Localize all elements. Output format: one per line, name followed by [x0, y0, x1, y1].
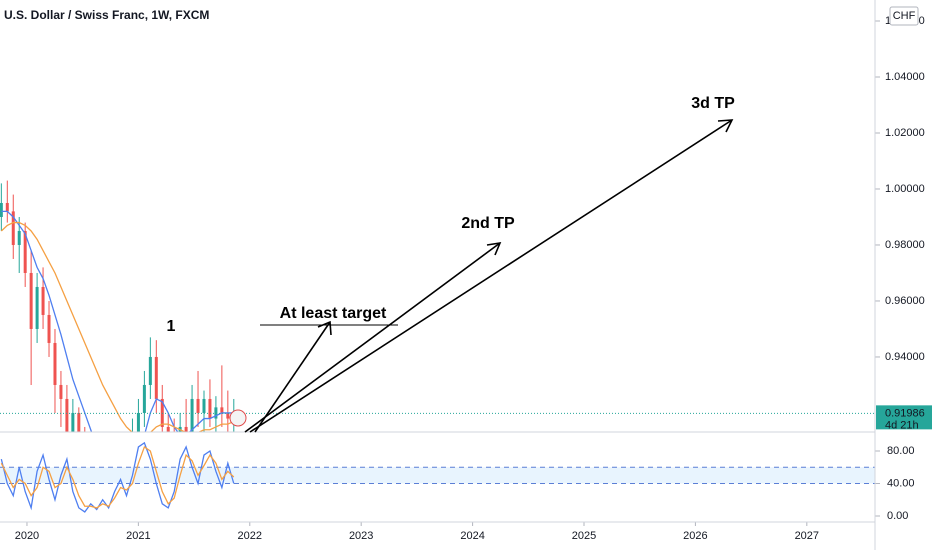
x-tick-label: 2020	[15, 530, 39, 542]
line-series	[0, 445, 235, 509]
candle-body	[220, 407, 224, 413]
y-tick-label: 80.00	[887, 445, 915, 457]
y-tick-label: 1.02000	[885, 127, 925, 139]
candle-body	[178, 426, 182, 432]
y-tick-label: 1.00000	[885, 183, 925, 195]
x-tick-label: 2021	[126, 530, 150, 542]
annotation: At least target	[280, 305, 387, 322]
y-tick-label: 0.94000	[885, 351, 925, 363]
oscillator-pane	[0, 441, 875, 513]
x-tick-label: 2022	[238, 530, 262, 542]
candle-body	[202, 398, 206, 413]
last-price-label: 0.91986	[885, 407, 925, 419]
candle-body	[101, 483, 104, 497]
candle-body	[59, 384, 63, 399]
candle-body	[148, 356, 152, 385]
candle-body	[196, 398, 200, 413]
line-series	[1, 210, 234, 432]
candle-body	[154, 356, 158, 399]
price-pane	[0, 180, 875, 503]
axes: 1.060001.040001.020001.000000.980000.960…	[15, 6, 932, 542]
arrow-head	[717, 119, 734, 133]
currency-box	[889, 6, 919, 26]
candle-body	[53, 342, 57, 385]
x-tick-label: 2025	[572, 530, 596, 542]
candle-body	[47, 314, 51, 343]
annotation: 1	[167, 318, 176, 335]
arrow	[244, 242, 501, 433]
candle-body	[190, 398, 194, 432]
y-tick-label: 0.96000	[885, 295, 925, 307]
candle-body	[142, 384, 146, 413]
candle-body	[173, 441, 176, 455]
candle-body	[208, 398, 212, 419]
candle-body	[0, 202, 3, 217]
y-tick-label: 0.98000	[885, 239, 925, 251]
y-tick-label: 0.00	[887, 510, 908, 522]
x-tick-label: 2027	[795, 530, 819, 542]
event-flag[interactable]	[229, 409, 247, 427]
annotation: 2nd TP	[461, 215, 515, 232]
candle-body	[23, 230, 27, 273]
arrow-head	[486, 241, 502, 256]
arrow	[254, 321, 331, 433]
candle-body	[41, 286, 45, 315]
y-tick-label: 40.00	[887, 477, 915, 489]
candle-body	[65, 398, 69, 432]
annotation: 3d TP	[691, 95, 735, 112]
x-tick-label: 2024	[460, 530, 484, 542]
candle-body	[226, 412, 230, 419]
countdown: 4d 21h	[885, 419, 919, 431]
candle-body	[77, 412, 81, 432]
line-series	[0, 441, 235, 513]
candle-body	[125, 447, 128, 469]
candle-body	[214, 407, 218, 419]
last-price-box	[876, 405, 932, 430]
arrow	[249, 119, 733, 433]
candle-body	[17, 230, 21, 245]
candle-body	[184, 426, 188, 432]
chart-title: U.S. Dollar / Swiss Franc, 1W, FXCM	[4, 8, 209, 22]
candle-body	[35, 286, 39, 329]
y-tick-label: 1.04000	[885, 71, 925, 83]
candle-body	[131, 435, 134, 446]
candle-body	[5, 202, 9, 212]
candle-body	[11, 211, 15, 245]
candle-body	[95, 483, 98, 497]
drawings	[244, 119, 734, 433]
candle-body	[71, 412, 75, 432]
candle-body	[107, 483, 110, 503]
x-tick-label: 2023	[349, 530, 373, 542]
candle-body	[136, 412, 140, 432]
candle-body	[166, 426, 170, 432]
candle-body	[29, 272, 33, 329]
currency-label: CHF	[893, 10, 916, 22]
x-tick-label: 2026	[683, 530, 707, 542]
